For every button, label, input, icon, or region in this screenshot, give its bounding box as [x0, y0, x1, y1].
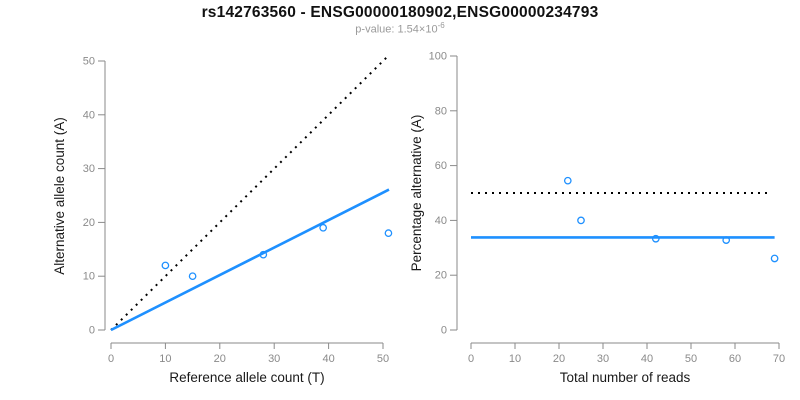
data-point	[577, 216, 585, 225]
x-tick-label: 50	[685, 353, 697, 365]
x-tick-label: 30	[597, 353, 609, 365]
y-tick-label: 40	[83, 109, 95, 121]
x-tick-label: 10	[159, 353, 171, 365]
p-value-subtitle: p-value: 1.54×10-6	[0, 21, 800, 36]
data-point	[259, 250, 268, 259]
data-point	[563, 176, 572, 185]
right-x-axis-title: Total number of reads	[560, 370, 691, 385]
x-tick-label: 50	[377, 353, 389, 365]
x-tick-label: 30	[268, 353, 280, 365]
right-scatter-panel: 0 20 40 60 80 100 0 10 20 30 40 50 60 70 Total number …	[409, 51, 785, 386]
y-tick-label: 20	[435, 270, 447, 282]
x-tick-label: 40	[322, 353, 334, 365]
x-tick-label: 10	[509, 353, 521, 365]
y-tick-label: 50	[83, 56, 95, 68]
y-tick-label: 60	[435, 160, 447, 172]
identity-line	[110, 55, 389, 331]
y-tick-label: 0	[89, 325, 95, 337]
data-point	[651, 234, 660, 243]
data-point	[770, 254, 779, 263]
data-point	[384, 229, 393, 238]
plot-title: rs142763560 - ENSG00000180902,ENSG000002…	[201, 4, 599, 21]
y-tick-label: 80	[435, 105, 447, 117]
p-value-exponent: -6	[437, 21, 445, 30]
y-tick-label: 0	[441, 325, 447, 337]
data-point	[161, 261, 170, 270]
x-tick-label: 20	[553, 353, 565, 365]
x-tick-label: 0	[468, 353, 474, 365]
left-y-axis-title: Alternative allele count (A)	[52, 117, 67, 275]
left-x-axis-title: Reference allele count (T)	[169, 370, 324, 385]
data-point	[188, 272, 197, 281]
x-tick-label: 60	[729, 353, 741, 365]
y-tick-label: 20	[83, 217, 95, 229]
x-tick-label: 0	[108, 353, 114, 365]
y-tick-label: 40	[435, 215, 447, 227]
allelic-ratio-fit-line	[110, 188, 390, 332]
data-point	[319, 223, 328, 232]
left-scatter-panel: 0 10 20 30 40 50 0 10 20 30 40 50 Reference allele c…	[52, 55, 393, 385]
right-y-axis-title: Percentage alternative (A)	[409, 115, 424, 272]
x-tick-label: 70	[773, 353, 785, 365]
y-tick-label: 100	[429, 51, 447, 63]
p-value-text: p-value: 1.54×10	[355, 23, 438, 36]
x-tick-label: 20	[214, 353, 226, 365]
y-tick-label: 10	[83, 271, 95, 283]
data-point	[722, 236, 731, 244]
y-tick-label: 30	[83, 163, 95, 175]
x-tick-label: 40	[641, 353, 653, 365]
